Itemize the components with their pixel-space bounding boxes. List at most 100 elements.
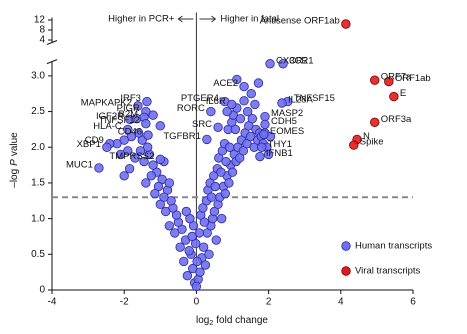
x-title-part: fold change bbox=[216, 315, 268, 326]
x-title-sub: 2 bbox=[209, 320, 213, 327]
point-label: MUC1 bbox=[66, 159, 93, 170]
data-point bbox=[265, 59, 275, 69]
annotation: Higher in fatal bbox=[220, 14, 279, 25]
data-point bbox=[200, 260, 211, 270]
data-point bbox=[277, 98, 287, 108]
y-axis-title: –log Pvalue bbox=[9, 132, 20, 188]
x-tick-label: -2 bbox=[120, 297, 129, 308]
data-point bbox=[123, 124, 133, 135]
y-tick-label: 4 bbox=[39, 35, 45, 46]
point-label: EOMES bbox=[270, 126, 304, 137]
data-point bbox=[242, 106, 253, 117]
data-point bbox=[246, 89, 256, 99]
data-point bbox=[182, 271, 193, 281]
data-point bbox=[161, 206, 171, 217]
data-point bbox=[124, 163, 135, 174]
data-point bbox=[139, 156, 149, 167]
data-point bbox=[155, 121, 166, 131]
data-point bbox=[170, 228, 180, 238]
data-point bbox=[195, 267, 205, 277]
point-label: HLA-C bbox=[93, 121, 122, 132]
x-title-part: log bbox=[196, 315, 209, 326]
data-point bbox=[198, 242, 209, 252]
point-label: RORC bbox=[177, 103, 205, 114]
data-point bbox=[230, 124, 241, 135]
point-label: XBP1 bbox=[77, 139, 101, 150]
data-point bbox=[202, 134, 212, 145]
data-point bbox=[213, 122, 223, 132]
y-tick-label: 3.0 bbox=[31, 71, 45, 82]
data-point bbox=[130, 153, 140, 163]
point-label: TMPRSS2 bbox=[109, 151, 154, 162]
data-point bbox=[216, 167, 226, 177]
data-point bbox=[150, 188, 160, 199]
data-point bbox=[341, 19, 351, 29]
data-point bbox=[175, 242, 185, 252]
y-title-part: –log bbox=[9, 169, 20, 188]
data-point bbox=[389, 91, 399, 102]
data-point bbox=[260, 111, 270, 122]
point-label: N bbox=[363, 131, 370, 142]
y-tick-label: 1.5 bbox=[31, 178, 45, 189]
point-label: TNFSF12 bbox=[99, 115, 140, 126]
point-label: PTGER4 bbox=[181, 93, 219, 104]
data-point bbox=[115, 149, 126, 160]
point-label: IGF2R bbox=[96, 111, 124, 122]
data-point bbox=[184, 246, 194, 256]
y-title-part: value bbox=[9, 132, 20, 156]
point-label: ORF7a bbox=[381, 72, 412, 83]
data-point bbox=[224, 178, 234, 188]
point-label: PIGR bbox=[117, 103, 140, 114]
data-point bbox=[146, 171, 156, 181]
data-point bbox=[384, 76, 394, 87]
data-point bbox=[210, 181, 220, 192]
point-label: B2M bbox=[119, 109, 139, 120]
data-point bbox=[216, 213, 227, 224]
data-point bbox=[227, 99, 237, 110]
point-label: CD46 bbox=[118, 127, 142, 138]
data-point bbox=[192, 256, 202, 267]
axis-break bbox=[46, 59, 58, 65]
data-point bbox=[260, 119, 270, 130]
point-label: THY1 bbox=[268, 139, 292, 150]
data-point bbox=[155, 199, 166, 210]
data-point bbox=[94, 163, 104, 173]
data-point bbox=[204, 249, 214, 260]
data-point bbox=[133, 101, 143, 111]
data-point bbox=[148, 160, 158, 170]
data-point bbox=[164, 178, 175, 188]
point-label: IL6R bbox=[206, 96, 226, 107]
data-point bbox=[206, 106, 216, 117]
x-tick-label: 4 bbox=[338, 297, 344, 308]
data-point bbox=[102, 142, 112, 152]
legend-marker bbox=[341, 241, 351, 251]
data-point bbox=[239, 96, 249, 106]
data-point bbox=[263, 149, 274, 160]
y-tick-label: 1.0 bbox=[31, 213, 45, 224]
point-label: TGFBR1 bbox=[163, 131, 200, 142]
data-point bbox=[119, 171, 129, 181]
y-tick-label: 0 bbox=[39, 285, 45, 296]
arrow bbox=[177, 15, 194, 23]
x-tick-label: 6 bbox=[410, 297, 416, 308]
data-point bbox=[349, 140, 359, 150]
data-point bbox=[222, 106, 232, 117]
data-point bbox=[259, 129, 269, 140]
data-point bbox=[155, 154, 166, 165]
legend-label: Viral transcripts bbox=[355, 266, 421, 277]
data-point bbox=[179, 256, 189, 267]
point-label: CX3CR1 bbox=[276, 55, 314, 66]
data-point bbox=[255, 151, 265, 162]
point-label: E bbox=[400, 88, 406, 99]
point-label: SRC bbox=[192, 119, 212, 130]
data-point bbox=[253, 78, 264, 88]
data-point bbox=[141, 178, 151, 188]
data-point bbox=[135, 146, 146, 156]
data-point bbox=[191, 281, 202, 292]
data-point bbox=[247, 113, 258, 124]
data-point bbox=[141, 118, 151, 129]
data-point bbox=[143, 130, 153, 140]
x-tick-label: 2 bbox=[266, 297, 272, 308]
legend-marker bbox=[341, 266, 351, 276]
data-point bbox=[370, 75, 380, 85]
